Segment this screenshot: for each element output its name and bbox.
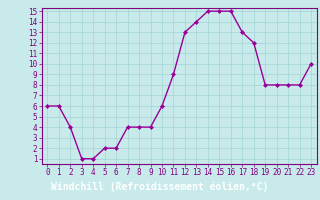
Text: Windchill (Refroidissement éolien,°C): Windchill (Refroidissement éolien,°C) [51,182,269,192]
